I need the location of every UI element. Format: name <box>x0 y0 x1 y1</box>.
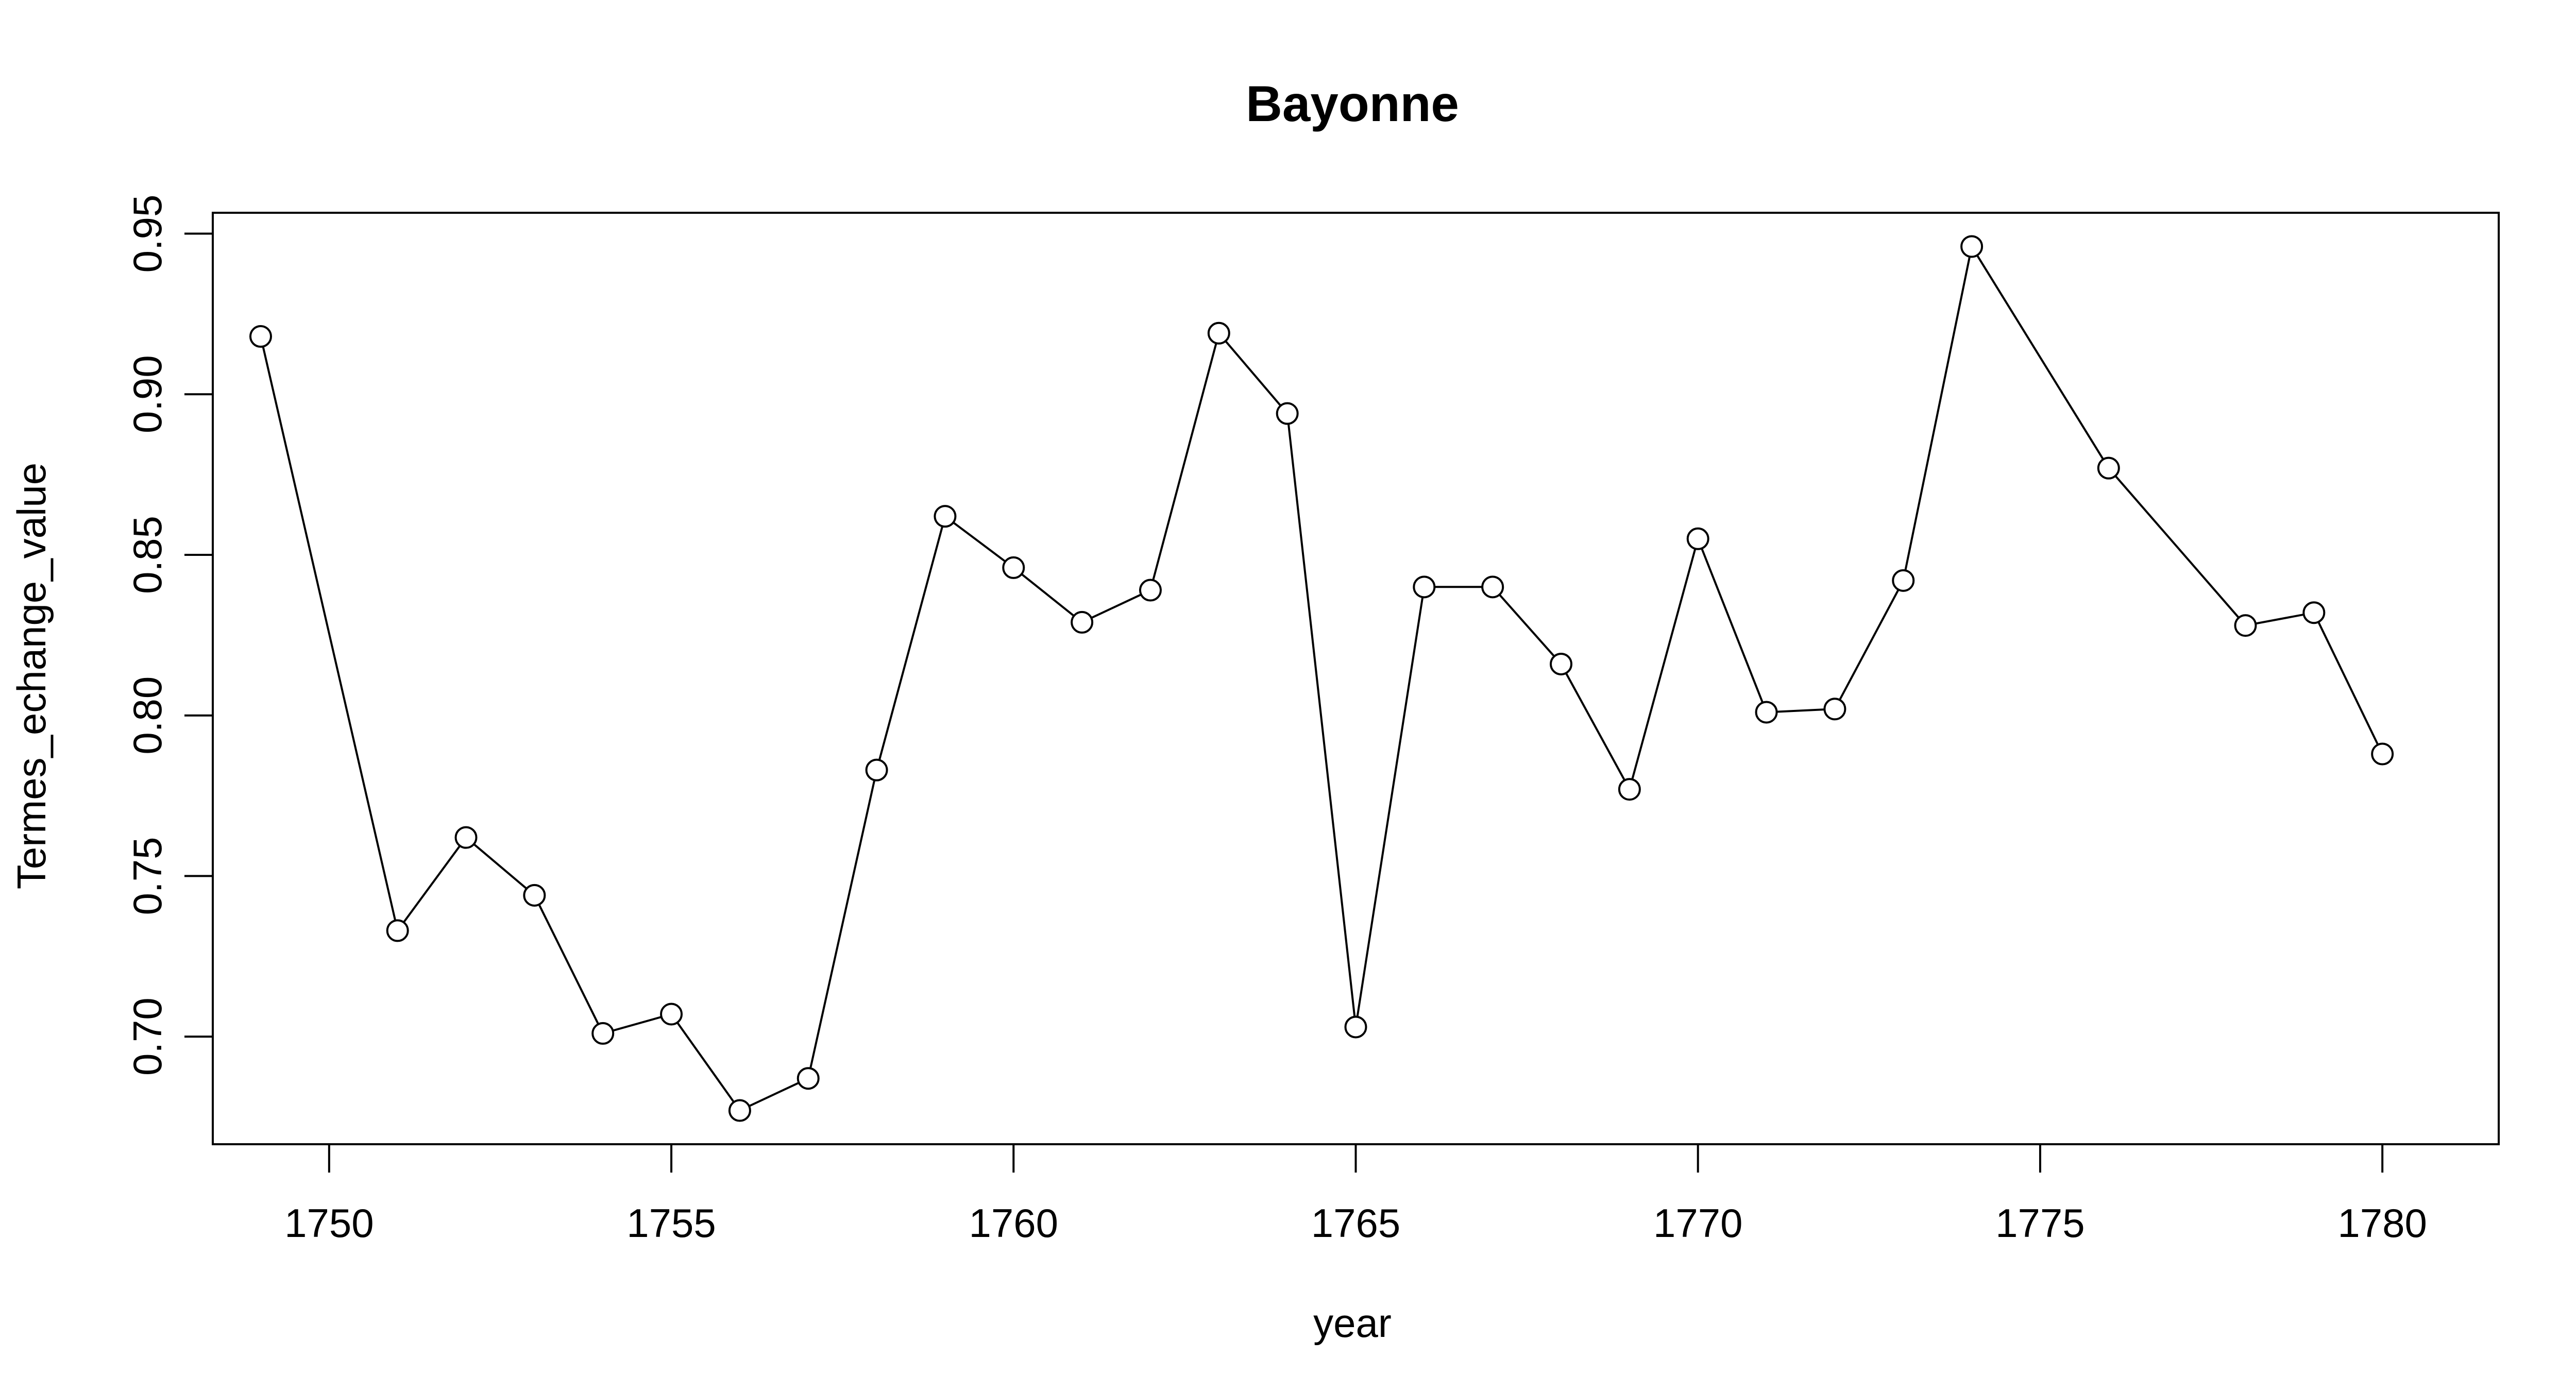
data-point <box>1755 701 1778 724</box>
data-point <box>454 826 478 849</box>
data-point <box>1481 575 1504 599</box>
data-point <box>2302 601 2326 624</box>
data-point <box>1071 610 1094 634</box>
data-point <box>1276 402 1299 425</box>
data-point <box>1413 575 1436 599</box>
data-point <box>386 919 409 942</box>
x-tick-label: 1775 <box>1995 1200 2085 1246</box>
y-tick-label: 0.75 <box>125 837 170 915</box>
chart-title: Bayonne <box>1246 75 1459 132</box>
x-tick-label: 1770 <box>1653 1200 1743 1246</box>
data-point <box>1823 698 1846 721</box>
data-point <box>796 1067 820 1090</box>
y-tick-label: 0.70 <box>125 997 170 1076</box>
data-point <box>865 758 888 782</box>
y-axis-label: Termes_echange_value <box>9 463 54 889</box>
y-tick-label: 0.90 <box>125 355 170 433</box>
data-point <box>1344 1015 1367 1039</box>
plot-frame <box>212 212 2500 1145</box>
data-point <box>2097 456 2120 480</box>
data-point <box>523 884 546 907</box>
data-point <box>1207 321 1230 345</box>
data-point <box>249 325 272 348</box>
data-point <box>1002 556 1025 579</box>
data-point <box>2371 742 2394 766</box>
data-point <box>660 1003 683 1026</box>
data-point <box>1960 235 1984 258</box>
data-point <box>1139 579 1162 602</box>
data-point <box>1550 652 1573 675</box>
data-point <box>728 1099 751 1122</box>
series-layer <box>249 235 2394 1122</box>
x-tick-label: 1750 <box>284 1200 374 1246</box>
data-point <box>1618 778 1641 801</box>
x-tick-label: 1780 <box>2337 1200 2427 1246</box>
data-point <box>1892 569 1915 592</box>
data-point <box>934 505 957 528</box>
x-tick-label: 1755 <box>626 1200 716 1246</box>
y-tick-label: 0.85 <box>125 516 170 594</box>
x-axis-label: year <box>1313 1300 1392 1346</box>
y-tick-label: 0.80 <box>125 676 170 755</box>
x-tick-label: 1765 <box>1311 1200 1401 1246</box>
data-point <box>1686 527 1709 550</box>
x-tick-label: 1760 <box>969 1200 1059 1246</box>
y-tick-label: 0.95 <box>125 195 170 273</box>
data-point <box>591 1022 615 1045</box>
x-axis: 1750 1755 1760 1765 1770 1775 1780 <box>284 1143 2427 1246</box>
data-point <box>2234 614 2257 637</box>
